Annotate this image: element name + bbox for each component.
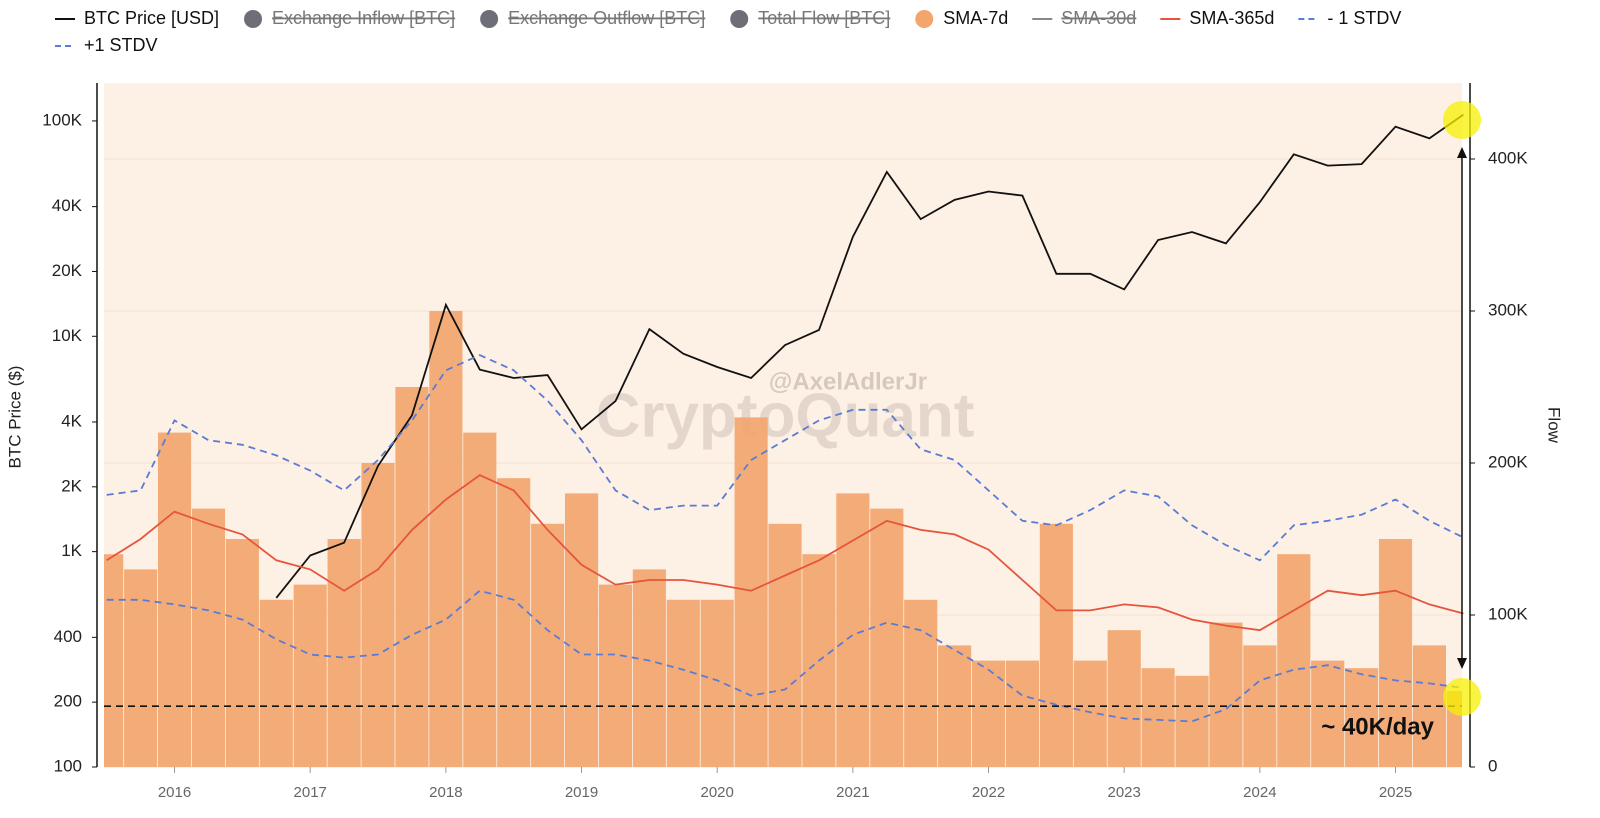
flow-bar [564,493,599,767]
legend-item: SMA-30d [1032,8,1136,28]
flow-bar [1039,523,1073,767]
flow-bar [1141,668,1175,767]
flow-bar [1378,539,1413,767]
flow-bar [1209,622,1243,767]
x-tick-label: 2020 [701,784,734,801]
flow-bar [531,523,565,767]
y-tick-label: 200 [54,692,82,711]
y-tick-label: 40K [52,196,83,215]
flow-bar [157,432,192,767]
y2-axis-label: Flow [1545,407,1564,444]
legend-item: Exchange Inflow [BTC] [244,8,455,28]
legend-item: BTC Price [USD] [55,8,219,28]
legend-item: SMA-365d [1160,8,1274,28]
reference-label: ~ 40K/day [1321,714,1434,741]
legend-marker [915,10,934,28]
y-tick-label: 4K [61,411,82,430]
flow-bar [734,417,768,767]
flow-bar [836,493,870,767]
flow-bar [598,584,633,767]
legend-label: Exchange Outflow [BTC] [508,8,705,28]
flow-bar [700,599,734,767]
y2-tick-label: 100K [1488,604,1528,623]
y-tick-label: 400 [54,627,82,646]
y-tick-label: 10K [52,326,83,345]
flow-bar [632,569,666,767]
flow-bar [191,508,226,767]
legend-label: - 1 STDV [1327,8,1401,28]
y-tick-label: 20K [52,261,83,280]
legend-item: SMA-7d [915,8,1008,28]
legend-label: SMA-7d [943,8,1008,28]
flow-bar [429,311,463,767]
y-axis-label: BTC Price ($) [5,366,24,469]
arrow-head [1457,147,1467,158]
legend-item: - 1 STDV [1298,8,1401,28]
flow-bar [225,539,259,767]
y2-tick-label: 0 [1488,756,1497,775]
x-tick-label: 2023 [1108,784,1141,801]
y-tick-label: 1K [61,541,82,560]
flow-bar [666,599,700,767]
y-tick-label: 100 [54,756,82,775]
y-tick-label: 100K [42,110,82,129]
x-tick-label: 2016 [158,784,191,801]
legend-marker [730,10,749,28]
legend-label: SMA-30d [1061,8,1136,28]
x-tick-label: 2018 [429,784,462,801]
legend-item: Total Flow [BTC] [730,8,890,28]
legend-label: Exchange Inflow [BTC] [272,8,455,28]
flow-bar [104,554,124,767]
flow-bar [938,645,972,767]
flow-bar [971,660,1006,767]
legend-label: Total Flow [BTC] [758,8,890,28]
flow-bar [904,599,938,767]
x-tick-label: 2022 [972,784,1005,801]
x-tick-label: 2024 [1243,784,1276,801]
highlight-circle [1443,678,1481,716]
legend-label: +1 STDV [84,35,158,55]
flow-bar [1107,630,1141,767]
legend-marker [244,10,263,28]
flow-bar [1277,554,1311,767]
legend-marker [480,10,499,28]
y-tick-label: 2K [61,476,82,495]
flow-bar [293,584,327,767]
watermark: @AxelAdlerJr [769,368,927,395]
flow-bar [327,539,361,767]
flow-bar [395,387,429,767]
arrow-head [1457,658,1467,669]
series-line [106,354,1464,562]
x-tick-label: 2017 [294,784,327,801]
flow-bar [768,523,802,767]
x-tick-label: 2021 [836,784,869,801]
flow-bar [361,463,395,767]
x-tick-label: 2025 [1379,784,1412,801]
y2-tick-label: 200K [1488,452,1528,471]
flow-bar [497,478,531,767]
y2-tick-label: 400K [1488,148,1528,167]
x-tick-label: 2019 [565,784,598,801]
flow-bar [1005,660,1040,767]
legend-item: +1 STDV [55,35,158,55]
flow-bar [870,508,904,767]
flow-bar [1311,660,1345,767]
flow-bar [259,599,293,767]
series-line [275,113,1464,599]
flow-bar [124,569,158,767]
legend-item: Exchange Outflow [BTC] [480,8,705,28]
y2-tick-label: 300K [1488,300,1528,319]
legend-label: SMA-365d [1189,8,1274,28]
highlight-circle [1443,101,1481,139]
series-line [106,589,1464,723]
series-layer [104,113,1464,767]
series-line [106,474,1464,632]
flow-bar [1345,668,1379,767]
legend-label: BTC Price [USD] [84,8,219,28]
